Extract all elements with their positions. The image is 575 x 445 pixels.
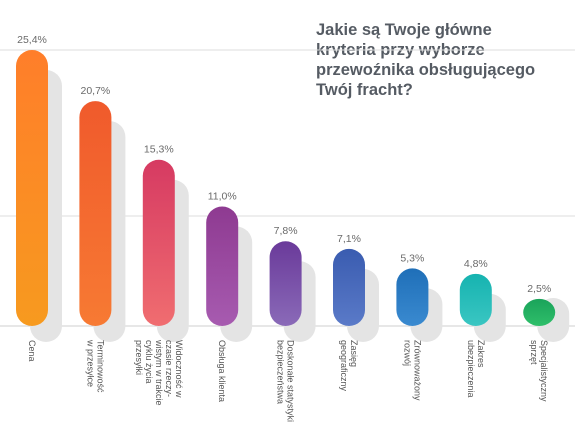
bar — [79, 101, 112, 327]
category-label: Cena — [27, 340, 37, 362]
chart-title-line: przewoźnika obsługującego — [316, 61, 536, 79]
category-label-line: przesyłki — [134, 340, 144, 375]
category-label-line: Cena — [27, 340, 37, 362]
data-label: 7,8% — [274, 225, 298, 237]
bar — [459, 273, 492, 326]
data-label: 11,0% — [208, 190, 237, 202]
bar — [396, 268, 429, 326]
category-label-line: Doskonałe statystyki — [286, 340, 296, 422]
category-label-line: Zakres — [476, 340, 486, 368]
category-label-line: geograficzny — [339, 340, 349, 392]
category-label-line: Terminowość — [95, 340, 105, 393]
category-label-line: Zrównoważony — [412, 340, 422, 401]
category-label-line: Zasięg — [349, 340, 359, 367]
data-label: 15,3% — [144, 144, 174, 156]
data-label: 4,8% — [464, 258, 488, 270]
category-label-line: ubezpieczenia — [466, 340, 476, 398]
category-label-line: Widoczność w — [174, 340, 184, 398]
category-label: Obsługa klienta — [217, 340, 227, 402]
chart-title-line: Twój fracht? — [316, 81, 413, 99]
chart-title-line: Jakie są Twoje główne — [316, 21, 492, 39]
category-label-line: bezpieczeństwa — [276, 340, 286, 404]
data-label: 5,3% — [400, 252, 424, 264]
data-label: 20,7% — [81, 85, 111, 97]
category-label-line: sprzęt — [529, 340, 539, 365]
category-label-line: cyklu życia — [144, 340, 154, 384]
bar — [523, 298, 556, 326]
data-label: 7,1% — [337, 233, 361, 245]
category-label-line: czasie rzeczy- — [164, 340, 174, 397]
category-label-line: Specjalistyczny — [539, 340, 549, 402]
data-label: 25,4% — [17, 34, 47, 46]
category-label-line: wistym w trakcie — [154, 339, 164, 406]
bar — [333, 248, 365, 326]
category-label-line: w przesyłce — [85, 339, 95, 387]
bar — [269, 241, 302, 326]
category-label-line: rozwój — [402, 340, 412, 366]
chart-title: Jakie są Twoje główne kryteria przy wybo… — [316, 20, 566, 100]
bar — [142, 159, 175, 326]
data-label: 2,5% — [527, 283, 551, 295]
bar — [16, 50, 48, 326]
category-label-line: Obsługa klienta — [217, 340, 227, 402]
bar — [206, 206, 239, 326]
